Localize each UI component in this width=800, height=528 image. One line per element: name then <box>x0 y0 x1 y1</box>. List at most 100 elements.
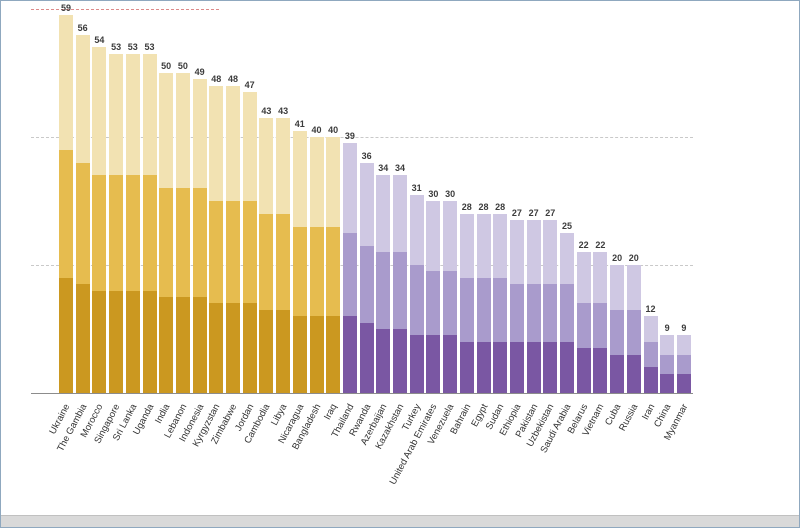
bar-segment-middle <box>326 226 341 317</box>
bar-segment-middle <box>292 226 307 317</box>
bar-segment-middle <box>626 309 641 355</box>
bar-segment-bottom <box>443 335 458 393</box>
value-label: 30 <box>445 189 456 199</box>
bar-segment-middle <box>576 303 591 349</box>
bar-segment-top <box>209 85 224 201</box>
bar-segment-top <box>476 213 491 278</box>
value-label: 28 <box>495 201 506 212</box>
bar-segment-bottom <box>409 335 424 393</box>
bar-segment-bottom <box>593 348 608 393</box>
value-label: 53 <box>144 41 155 52</box>
bar-segment-middle <box>526 284 541 342</box>
value-label: 56 <box>77 22 88 33</box>
bar-segment-middle <box>610 309 625 355</box>
bar-segment-top <box>543 220 558 285</box>
bar-segment-top <box>326 137 341 227</box>
bar-segment-bottom <box>159 297 174 393</box>
bottom-gray-bar <box>1 515 799 527</box>
bar-segment-middle <box>426 271 441 336</box>
bar-segment-top <box>626 265 641 310</box>
bar-segment-top <box>259 117 274 214</box>
bar-segment-bottom <box>242 303 257 393</box>
bar-segment-middle <box>109 175 124 291</box>
bar-segment-bottom <box>660 373 675 393</box>
bar-segment-bottom <box>342 316 357 393</box>
bar-segment-middle <box>175 188 190 297</box>
bar-segment-top <box>125 53 140 176</box>
bar-segment-bottom <box>209 303 224 393</box>
bar-segment-middle <box>276 213 291 310</box>
bar-segment-bottom <box>142 290 157 393</box>
bar-segment-middle <box>59 149 73 278</box>
bar-segment-top <box>242 92 257 201</box>
bar-segment-middle <box>660 354 675 374</box>
value-label: 25 <box>561 221 572 231</box>
value-label: 41 <box>294 118 305 129</box>
bar-segment-middle <box>543 284 558 342</box>
value-label: 49 <box>194 67 205 78</box>
value-label: 27 <box>511 208 522 219</box>
value-label: 50 <box>177 61 188 71</box>
value-label: 53 <box>111 41 122 52</box>
bar-segment-middle <box>643 341 658 368</box>
bar-segment-bottom <box>576 348 591 393</box>
bar-segment-middle <box>376 252 391 329</box>
bar-segment-bottom <box>426 335 441 393</box>
bar-segment-bottom <box>376 329 391 393</box>
bar-segment-middle <box>359 245 374 323</box>
bar-segment-bottom <box>59 277 73 393</box>
bar-segment-top <box>393 175 407 253</box>
bar-segment-bottom <box>75 284 90 393</box>
bar-segment-bottom <box>175 297 190 393</box>
bar-segment-top <box>75 34 90 163</box>
bar-segment-middle <box>92 175 107 291</box>
bar-segment-middle <box>459 277 474 342</box>
bar-segment-top <box>309 137 324 227</box>
bar-segment-bottom <box>626 354 641 393</box>
bar-segment-middle <box>560 284 574 342</box>
bar-segment-top <box>159 73 174 189</box>
bar-segment-bottom <box>92 290 107 393</box>
bar-segment-bottom <box>276 309 291 393</box>
x-axis-line <box>31 393 693 394</box>
bar-segment-top <box>92 47 107 176</box>
bar-segment-top <box>276 117 291 214</box>
value-label: 59 <box>60 3 71 14</box>
bar-segment-bottom <box>259 309 274 393</box>
bar-segment-middle <box>159 188 174 297</box>
value-label: 43 <box>278 105 289 116</box>
bar-segment-top <box>593 252 608 304</box>
value-label: 27 <box>528 208 539 219</box>
bar-segment-top <box>526 220 541 285</box>
gridline-40 <box>31 137 693 138</box>
bar-segment-middle <box>493 277 508 342</box>
bar-segment-bottom <box>493 341 508 393</box>
bar-segment-bottom <box>643 367 658 393</box>
bar-segment-top <box>192 79 207 189</box>
bar-segment-bottom <box>526 341 541 393</box>
value-label: 40 <box>311 125 322 135</box>
bar-segment-middle <box>259 213 274 310</box>
bar-segment-top <box>610 265 625 310</box>
value-label: 9 <box>664 323 670 334</box>
bar-segment-top <box>676 335 691 355</box>
bar-segment-middle <box>342 233 357 317</box>
bar-segment-bottom <box>309 316 324 393</box>
bar-segment-middle <box>309 226 324 317</box>
value-label: 22 <box>578 240 589 251</box>
bar-segment-middle <box>676 354 691 374</box>
bar-segment-top <box>560 233 574 285</box>
value-label: 53 <box>127 41 138 52</box>
value-label: 39 <box>344 131 355 142</box>
value-label: 31 <box>411 182 422 193</box>
value-label: 28 <box>478 201 489 212</box>
bar-segment-middle <box>593 303 608 349</box>
bar-segment-top <box>342 143 357 233</box>
bar-segment-bottom <box>125 290 140 393</box>
bar-segment-middle <box>226 201 240 304</box>
bar-segment-middle <box>242 201 257 304</box>
value-label: 36 <box>361 150 372 161</box>
bar-segment-bottom <box>226 303 240 393</box>
bar-segment-middle <box>509 284 524 342</box>
